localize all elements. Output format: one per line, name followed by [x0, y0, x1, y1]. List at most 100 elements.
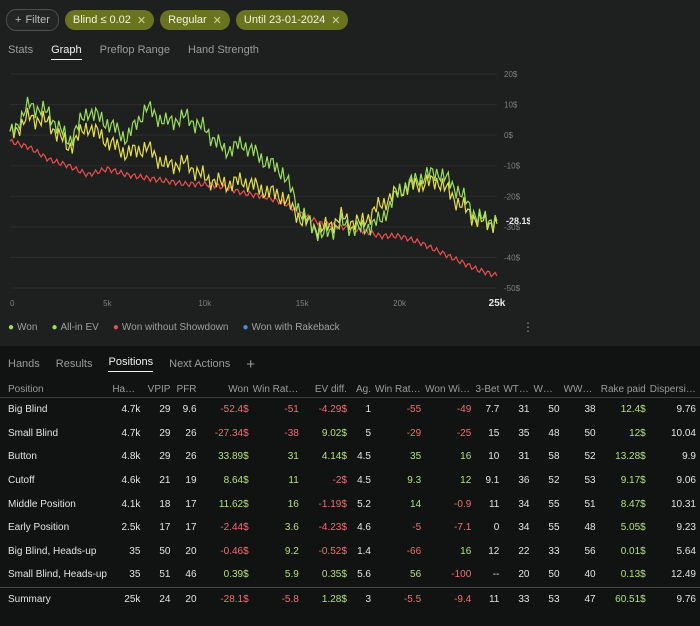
table-cell: 22 — [518, 545, 530, 557]
table-row[interactable]: Early Position 2.5k 17 17 -2.44$ 3.6 -4.23$ 4.6… — [0, 516, 700, 540]
table-cell: 1.28$ — [321, 594, 347, 606]
filter-chip-regular[interactable]: Regular ✕ — [160, 10, 230, 30]
column-header[interactable]: Won — [228, 383, 249, 395]
y-tick-label: -30$ — [504, 223, 521, 232]
table-cell: 3.6 — [284, 522, 299, 534]
tab-next-actions[interactable]: Next Actions — [169, 358, 231, 370]
table-cell: 55 — [548, 498, 560, 510]
table-row[interactable]: Small Blind 4.7k 29 26 -27.34$ -38 9.02$ 5 -29 -2… — [0, 422, 700, 446]
table-cell: Small Blind, Heads-up — [8, 569, 107, 581]
table-cell: 4.7k — [121, 427, 141, 439]
table-cell: -27.34$ — [214, 427, 249, 439]
table-cell: 0.39$ — [223, 569, 249, 581]
column-header[interactable]: WWSF% — [563, 383, 600, 395]
table-row[interactable]: Cutoff 4.6k 21 19 8.64$ 11 -2$ 4.5 9.3 12 9.1 36 52 5… — [0, 469, 700, 493]
column-header[interactable]: WTSD — [503, 383, 533, 395]
tab-graph[interactable]: Graph — [51, 44, 82, 60]
table-cell: 0.01$ — [620, 545, 646, 557]
table-cell: 0.13$ — [620, 569, 646, 581]
table-cell: 26 — [185, 427, 197, 439]
column-header[interactable]: Ag. — [355, 383, 371, 395]
table-cell: 17 — [185, 498, 197, 510]
close-icon[interactable]: ✕ — [212, 14, 222, 27]
table-cell: 16 — [287, 498, 299, 510]
column-header[interactable]: PFR — [176, 383, 197, 395]
table-cell: -2.44$ — [220, 522, 249, 534]
table-cell: 9.17$ — [620, 475, 646, 487]
column-header[interactable]: EV diff. — [314, 383, 347, 395]
x-tick-label: 0 — [10, 299, 15, 308]
profit-graph[interactable]: 20$ 10$ 0$ -10$ -20$ -30$ -40$ -50$ 0 5k 10k 15k 20k… — [0, 66, 530, 316]
table-row[interactable]: Small Blind, Heads-up 35 51 46 0.39$ 5.9 0.35$… — [0, 563, 700, 587]
table-cell: Summary — [8, 594, 51, 606]
bottom-tabs: Hands Results Positions Next Actions + — [8, 356, 255, 372]
table-cell: 3 — [365, 594, 371, 606]
table-cell: 11 — [288, 475, 299, 487]
column-header[interactable]: 3-Bet — [475, 383, 500, 395]
table-header: Position Hands VPIP PFR Won Win Rate ... EV di… — [0, 381, 700, 398]
filter-chip-date[interactable]: Until 23-01-2024 ✕ — [235, 10, 349, 30]
column-header[interactable]: Dispersio... — [649, 383, 700, 395]
table-cell: -52.4$ — [220, 404, 249, 416]
table-row[interactable]: Middle Position 4.1k 18 17 11.62$ 16 -1.19$ 5.2… — [0, 492, 700, 516]
table-cell: 12.49 — [670, 569, 696, 581]
filter-chip-blind[interactable]: Blind ≤ 0.02 ✕ — [64, 10, 155, 30]
table-cell: 9.76 — [676, 404, 696, 416]
table-cell: 11 — [488, 594, 500, 606]
column-header[interactable]: Position — [8, 383, 44, 395]
table-cell: 20 — [185, 545, 197, 557]
tab-hand-strength[interactable]: Hand Strength — [187, 44, 259, 56]
legend-item-all-in-ev[interactable]: ● All-in EV — [51, 322, 99, 333]
table-cell: Cutoff — [8, 475, 35, 487]
column-header[interactable]: Rake paid — [600, 383, 646, 395]
close-icon[interactable]: ✕ — [331, 14, 341, 27]
column-header[interactable]: VPIP — [147, 383, 171, 395]
legend-item-won[interactable]: ● Won — [8, 322, 38, 333]
summary-row[interactable]: Summary 25k 24 20 -28.1$ -5.8 1.28$ 3 -5.5 -9.4 11… — [0, 587, 700, 611]
table-cell: 53 — [584, 475, 596, 487]
table-cell: 16 — [460, 451, 472, 463]
column-header[interactable]: Hands — [112, 383, 142, 395]
table-cell: 13.28$ — [615, 451, 646, 463]
table-cell: 10.31 — [670, 498, 696, 510]
table-cell: 5 — [365, 427, 371, 439]
table-cell: 11 — [488, 498, 500, 510]
graph-legend: ● Won ● All-in EV ● Won without Showdown ● W… — [8, 322, 340, 333]
table-cell: 50 — [584, 427, 596, 439]
table-cell: Big Blind — [8, 404, 48, 416]
table-cell: 31 — [518, 404, 530, 416]
table-cell: -1.19$ — [318, 498, 347, 510]
table-cell: -0.9 — [454, 498, 472, 510]
column-header[interactable]: W%SD — [533, 383, 564, 395]
table-cell: -2$ — [332, 475, 347, 487]
table-cell: 18 — [159, 498, 171, 510]
tab-stats[interactable]: Stats — [8, 44, 34, 56]
tab-positions[interactable]: Positions — [108, 356, 154, 372]
column-header[interactable]: Won With... — [425, 383, 476, 395]
tab-hands[interactable]: Hands — [8, 358, 40, 370]
tab-preflop-range[interactable]: Preflop Range — [99, 44, 170, 56]
table-row[interactable]: Big Blind, Heads-up 35 50 20 -0.46$ 9.2 -0.52$… — [0, 540, 700, 564]
table-cell: 4.5 — [357, 451, 371, 463]
column-header[interactable]: Win Rate ... — [252, 383, 303, 395]
table-cell: 50 — [548, 404, 560, 416]
table-cell: -9.4 — [454, 594, 472, 606]
table-cell: -49 — [456, 404, 472, 416]
add-tab-icon[interactable]: + — [246, 355, 256, 373]
legend-item-won-with-rakeback[interactable]: ● Won with Rakeback — [242, 322, 340, 333]
tab-results[interactable]: Results — [55, 358, 93, 370]
table-cell: 35 — [129, 569, 141, 581]
legend-item-won-without-showdown[interactable]: ● Won without Showdown — [112, 322, 229, 333]
close-icon[interactable]: ✕ — [136, 14, 147, 27]
table-row[interactable]: Big Blind 4.7k 29 9.6 -52.4$ -51 -4.29$ 1 -55 -49… — [0, 398, 700, 422]
table-cell: 16 — [460, 545, 472, 557]
more-options-icon[interactable]: ⋮ — [522, 320, 534, 334]
table-cell: 4.6k — [121, 475, 141, 487]
table-row[interactable]: Button 4.8k 29 26 33.89$ 31 4.14$ 4.5 35 16 10 31 58… — [0, 445, 700, 469]
table-cell: -38 — [284, 427, 299, 439]
column-header[interactable]: Win Rate, ... — [375, 383, 426, 395]
table-cell: 24 — [159, 594, 171, 606]
end-value-label: -28.1$ — [506, 216, 530, 226]
filter-button[interactable]: + Filter — [6, 9, 59, 31]
table-cell: 1.4 — [357, 545, 371, 557]
